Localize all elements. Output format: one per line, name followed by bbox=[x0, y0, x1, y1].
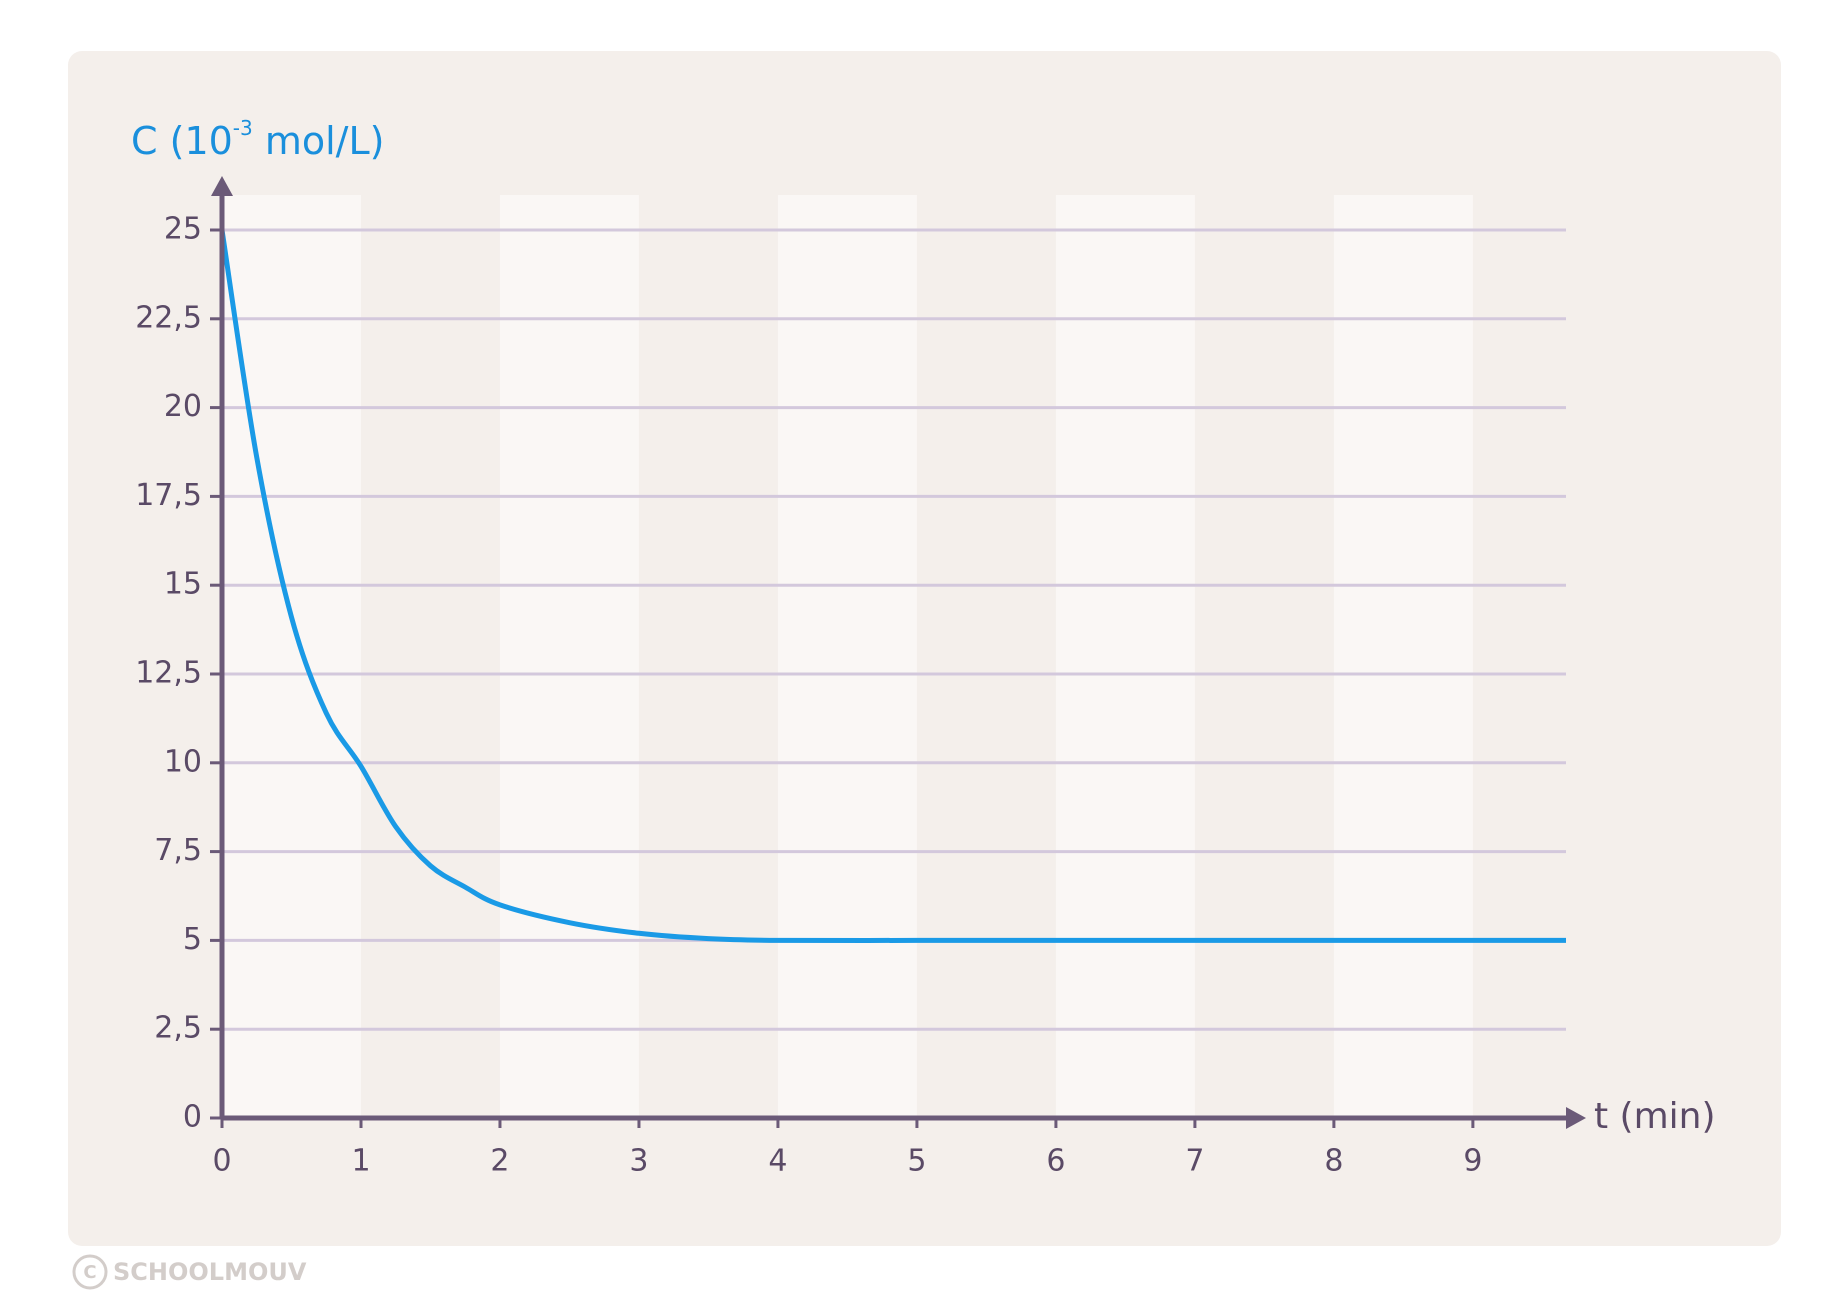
y-tick-label: 10 bbox=[164, 744, 202, 779]
x-tick-label: 0 bbox=[212, 1144, 231, 1179]
bands bbox=[222, 195, 1473, 1118]
band bbox=[1055, 195, 1195, 1118]
y-tick-label: 15 bbox=[164, 567, 202, 602]
y-tick-label: 17,5 bbox=[135, 478, 202, 513]
y-title-sup: -3 bbox=[233, 116, 253, 140]
y-title-prefix: C (10 bbox=[131, 119, 233, 163]
watermark: SCHOOLMOUV bbox=[113, 1258, 307, 1286]
x-tick-label: 9 bbox=[1463, 1144, 1482, 1179]
band bbox=[1333, 195, 1473, 1118]
copyright-c: C bbox=[83, 1262, 96, 1283]
x-tick-label: 2 bbox=[490, 1144, 509, 1179]
y-tick-label: 7,5 bbox=[154, 833, 202, 868]
y-tick-label: 12,5 bbox=[135, 656, 202, 691]
copyright-icon bbox=[72, 1254, 108, 1290]
band bbox=[777, 195, 917, 1118]
x-tick-label: 5 bbox=[907, 1144, 926, 1179]
band bbox=[499, 195, 639, 1118]
x-arrow bbox=[1566, 1107, 1586, 1129]
y-tick-label: 25 bbox=[164, 212, 202, 247]
x-tick-label: 8 bbox=[1324, 1144, 1343, 1179]
x-tick-label: 6 bbox=[1046, 1144, 1065, 1179]
y-tick-label: 5 bbox=[183, 922, 202, 957]
y-tick-label: 20 bbox=[164, 389, 202, 424]
x-tick-label: 7 bbox=[1185, 1144, 1204, 1179]
y-tick-label: 22,5 bbox=[135, 300, 202, 335]
plot bbox=[219, 229, 1566, 944]
y-tick-label: 2,5 bbox=[154, 1011, 202, 1046]
x-axis-title: t (min) bbox=[1594, 1096, 1716, 1137]
y-title-suffix: mol/L) bbox=[253, 119, 385, 163]
y-axis-title: C (10-3 mol/L) bbox=[131, 116, 384, 163]
x-tick-label: 3 bbox=[629, 1144, 648, 1179]
x-tick-label: 1 bbox=[351, 1144, 370, 1179]
grid: 0 2,5 5 7,5 10 12,5 15 17,5 20 22,5 25 0 1 2 3 4 5 6 7 8 9 bbox=[135, 212, 1566, 1179]
y-arrow bbox=[211, 176, 233, 196]
x-tick-label: 4 bbox=[768, 1144, 787, 1179]
y-tick-label: 0 bbox=[183, 1100, 202, 1135]
line bbox=[219, 229, 1566, 944]
band bbox=[222, 195, 361, 1118]
